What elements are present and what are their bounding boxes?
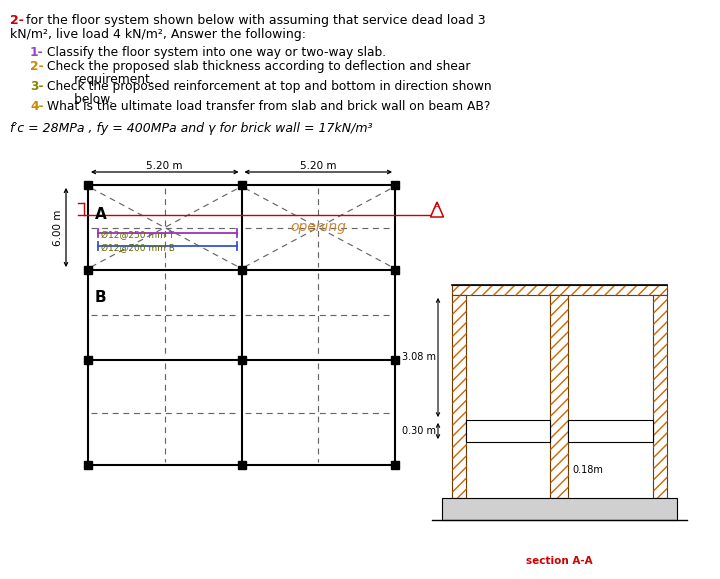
Text: f′c = 28MPa , fy = 400MPa and γ for brick wall = 17kN/m³: f′c = 28MPa , fy = 400MPa and γ for bric… (10, 122, 372, 135)
Bar (84, 461, 92, 469)
Text: 3-: 3- (30, 80, 43, 93)
Text: Classify the floor system into one way or two-way slab.: Classify the floor system into one way o… (47, 46, 386, 59)
Text: 5.20 m: 5.20 m (300, 161, 336, 171)
Text: section A-A: section A-A (526, 556, 593, 566)
Text: 4-: 4- (30, 100, 43, 113)
Text: below.: below. (47, 93, 113, 106)
Bar (238, 181, 246, 189)
Text: 5.20 m: 5.20 m (146, 161, 183, 171)
Text: A: A (95, 207, 107, 222)
Text: Check the proposed reinforcement at top and bottom in direction shown: Check the proposed reinforcement at top … (47, 80, 492, 93)
Bar (238, 356, 246, 364)
Bar (452, 295, 466, 498)
Text: 2-: 2- (30, 60, 44, 73)
Bar (452, 285, 667, 295)
Bar (391, 181, 399, 189)
Bar (238, 461, 246, 469)
Text: Check the proposed slab thickness according to deflection and shear: Check the proposed slab thickness accord… (47, 60, 470, 73)
Bar (653, 295, 667, 498)
Bar (452, 285, 667, 295)
Text: for the floor system shown below with assuming that service dead load 3: for the floor system shown below with as… (26, 14, 485, 27)
Bar (653, 295, 667, 498)
Bar (238, 266, 246, 274)
Text: 2-: 2- (10, 14, 24, 27)
Bar (452, 295, 466, 498)
Text: What is the ultimate load transfer from slab and brick wall on beam AB?: What is the ultimate load transfer from … (47, 100, 490, 113)
Text: 3.08 m: 3.08 m (402, 353, 436, 362)
Text: 6.00 m: 6.00 m (53, 210, 63, 245)
Bar (466, 420, 550, 442)
Bar (84, 181, 92, 189)
Text: kN/m², live load 4 kN/m², Answer the following:: kN/m², live load 4 kN/m², Answer the fol… (10, 28, 306, 41)
Text: 1-: 1- (30, 46, 44, 59)
Bar (391, 461, 399, 469)
Text: Ø12@250 mm T: Ø12@250 mm T (101, 231, 174, 240)
Bar (84, 356, 92, 364)
Text: A: A (434, 202, 440, 211)
Text: opening: opening (290, 221, 346, 234)
Bar (550, 295, 568, 498)
Text: 0.18m: 0.18m (572, 465, 603, 475)
Text: Ø12@200 mm B: Ø12@200 mm B (101, 244, 175, 253)
Bar (568, 420, 653, 442)
Bar (550, 295, 568, 498)
Text: 0.30 m: 0.30 m (402, 426, 436, 436)
Text: requirement.: requirement. (47, 73, 154, 86)
Bar (391, 266, 399, 274)
Bar (391, 356, 399, 364)
Bar (442, 498, 677, 520)
Text: B: B (95, 290, 107, 305)
Bar (84, 266, 92, 274)
